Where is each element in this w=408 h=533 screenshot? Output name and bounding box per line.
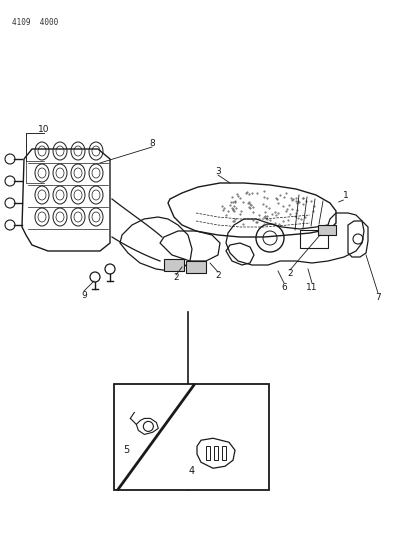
Text: 2: 2 <box>215 271 221 279</box>
Bar <box>206 446 210 461</box>
Text: 2: 2 <box>173 273 179 282</box>
Text: 10: 10 <box>38 125 50 133</box>
Bar <box>318 225 336 235</box>
Text: 11: 11 <box>306 282 318 292</box>
Text: 3: 3 <box>215 166 221 175</box>
Text: 9: 9 <box>81 290 87 300</box>
Bar <box>222 446 226 461</box>
Bar <box>114 384 269 490</box>
Bar <box>300 230 328 248</box>
Bar <box>164 259 184 271</box>
Text: 2: 2 <box>287 269 293 278</box>
Text: 1: 1 <box>343 190 349 199</box>
Text: 5: 5 <box>124 445 130 455</box>
Bar <box>214 446 218 461</box>
Text: 4: 4 <box>188 466 195 476</box>
Bar <box>186 261 206 273</box>
Text: 7: 7 <box>375 293 381 302</box>
Text: 8: 8 <box>149 139 155 148</box>
Text: 6: 6 <box>281 282 287 292</box>
Text: 4109  4000: 4109 4000 <box>12 18 58 27</box>
